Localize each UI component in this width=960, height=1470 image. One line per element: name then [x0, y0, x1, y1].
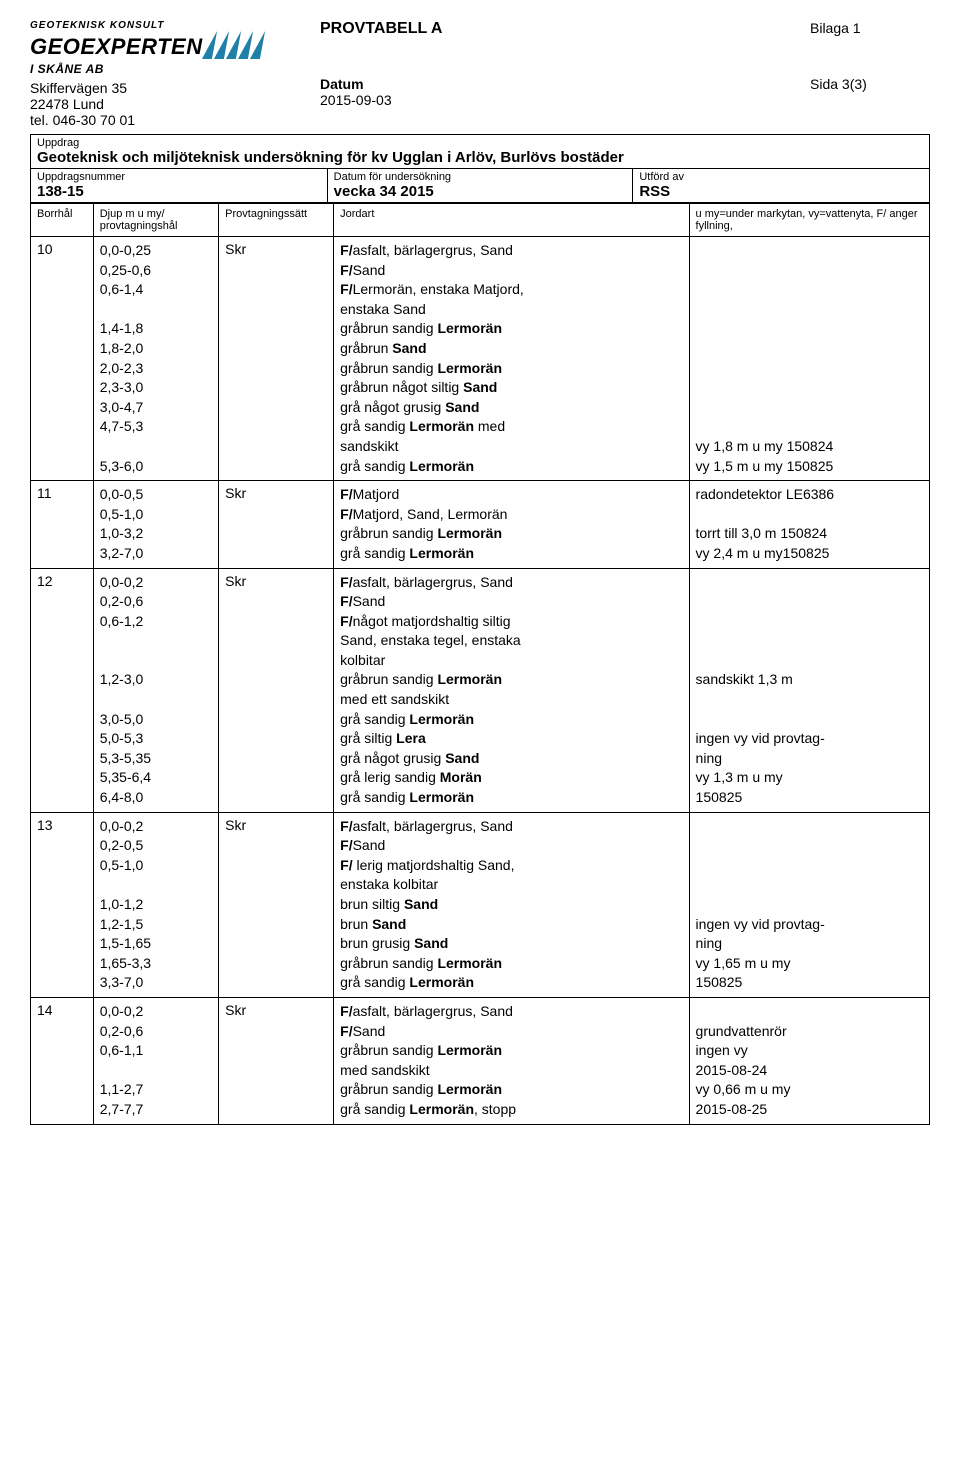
- djup-cell: 0,0-0,20,2-0,60,6-1,1 1,1-2,72,7-7,7: [93, 997, 218, 1124]
- table-row: 100,0-0,250,25-0,60,6-1,4 1,4-1,81,8-2,0…: [31, 237, 930, 481]
- title-block: PROVTABELL A: [310, 20, 810, 38]
- logo-block: GEOTEKNISK KONSULT GEOEXPERTEN I SKÅNE A…: [30, 20, 310, 76]
- col-borrhal: Borrhål: [31, 204, 94, 237]
- borrhal-cell: 13: [31, 812, 94, 997]
- undersokning-label: Datum för undersökning: [334, 171, 627, 183]
- bilaga: Bilaga 1: [810, 20, 930, 36]
- anm-cell: grundvattenröringen vy2015-08-24vy 0,66 …: [689, 997, 929, 1124]
- logo-feathers-icon: [207, 31, 267, 62]
- datum-label: Datum: [320, 76, 810, 92]
- djup-cell: 0,0-0,20,2-0,60,6-1,2 1,2-3,0 3,0-5,05,0…: [93, 568, 218, 812]
- djup-cell: 0,0-0,50,5-1,01,0-3,23,2-7,0: [93, 481, 218, 568]
- uppdragsnr-cell: Uppdragsnummer 138-15: [31, 169, 328, 203]
- col-prov: Provtagningssätt: [219, 204, 334, 237]
- utford-cell: Utförd av RSS: [633, 169, 930, 203]
- main-table: Borrhål Djup m u my/ provtagningshål Pro…: [30, 203, 930, 1125]
- datum-value: 2015-09-03: [320, 92, 810, 108]
- address-line1: Skiffervägen 35: [30, 80, 310, 96]
- anm-cell: vy 1,8 m u my 150824vy 1,5 m u my 150825: [689, 237, 929, 481]
- date-block: Datum 2015-09-03: [310, 76, 810, 108]
- address-line2: 22478 Lund: [30, 96, 310, 112]
- address-block: Skiffervägen 35 22478 Lund tel. 046-30 7…: [30, 80, 310, 128]
- prov-cell: Skr: [219, 812, 334, 997]
- uppdragsnr-label: Uppdragsnummer: [37, 171, 321, 183]
- table-body: 100,0-0,250,25-0,60,6-1,4 1,4-1,81,8-2,0…: [31, 237, 930, 1125]
- meta-table: Uppdrag Geoteknisk och miljöteknisk unde…: [30, 134, 930, 203]
- tel: tel. 046-30 70 01: [30, 112, 310, 128]
- prov-cell: Skr: [219, 237, 334, 481]
- header: GEOTEKNISK KONSULT GEOEXPERTEN I SKÅNE A…: [30, 20, 930, 76]
- subheader: Skiffervägen 35 22478 Lund tel. 046-30 7…: [30, 76, 930, 128]
- logo-line-top: GEOTEKNISK KONSULT: [30, 20, 310, 31]
- table-header-row: Borrhål Djup m u my/ provtagningshål Pro…: [31, 204, 930, 237]
- jord-cell: F/asfalt, bärlagergrus, SandF/SandF/Lerm…: [334, 237, 689, 481]
- uppdrag-cell: Uppdrag Geoteknisk och miljöteknisk unde…: [31, 135, 930, 169]
- logo-main: GEOEXPERTEN: [30, 36, 203, 58]
- borrhal-cell: 12: [31, 568, 94, 812]
- djup-cell: 0,0-0,20,2-0,50,5-1,0 1,0-1,21,2-1,51,5-…: [93, 812, 218, 997]
- prov-cell: Skr: [219, 481, 334, 568]
- anm-cell: ingen vy vid provtag-ningvy 1,65 m u my1…: [689, 812, 929, 997]
- borrhal-cell: 14: [31, 997, 94, 1124]
- table-row: 140,0-0,20,2-0,60,6-1,1 1,1-2,72,7-7,7Sk…: [31, 997, 930, 1124]
- table-row: 110,0-0,50,5-1,01,0-3,23,2-7,0SkrF/Matjo…: [31, 481, 930, 568]
- table-row: 120,0-0,20,2-0,60,6-1,2 1,2-3,0 3,0-5,05…: [31, 568, 930, 812]
- logo-sub: I SKÅNE AB: [30, 62, 310, 76]
- jord-cell: F/MatjordF/Matjord, Sand, Lermorängråbru…: [334, 481, 689, 568]
- uppdrag-value: Geoteknisk och miljöteknisk undersökning…: [37, 149, 923, 166]
- jord-cell: F/asfalt, bärlagergrus, SandF/Sandgråbru…: [334, 997, 689, 1124]
- doc-title: PROVTABELL A: [320, 20, 810, 38]
- jord-cell: F/asfalt, bärlagergrus, SandF/SandF/någo…: [334, 568, 689, 812]
- undersokning-value: vecka 34 2015: [334, 183, 627, 200]
- anm-cell: radondetektor LE6386 torrt till 3,0 m 15…: [689, 481, 929, 568]
- uppdrag-label: Uppdrag: [37, 137, 923, 149]
- anm-cell: sandskikt 1,3 m ingen vy vid provtag-nin…: [689, 568, 929, 812]
- djup-cell: 0,0-0,250,25-0,60,6-1,4 1,4-1,81,8-2,02,…: [93, 237, 218, 481]
- col-anm: u my=under markytan, vy=vattenyta, F/ an…: [689, 204, 929, 237]
- utford-label: Utförd av: [639, 171, 923, 183]
- col-djup: Djup m u my/ provtagningshål: [93, 204, 218, 237]
- undersokning-cell: Datum för undersökning vecka 34 2015: [327, 169, 633, 203]
- col-jord: Jordart: [334, 204, 689, 237]
- uppdragsnr-value: 138-15: [37, 183, 321, 200]
- prov-cell: Skr: [219, 568, 334, 812]
- borrhal-cell: 11: [31, 481, 94, 568]
- jord-cell: F/asfalt, bärlagergrus, SandF/SandF/ ler…: [334, 812, 689, 997]
- utford-value: RSS: [639, 183, 923, 200]
- sida: Sida 3(3): [810, 76, 930, 92]
- borrhal-cell: 10: [31, 237, 94, 481]
- table-row: 130,0-0,20,2-0,50,5-1,0 1,0-1,21,2-1,51,…: [31, 812, 930, 997]
- prov-cell: Skr: [219, 997, 334, 1124]
